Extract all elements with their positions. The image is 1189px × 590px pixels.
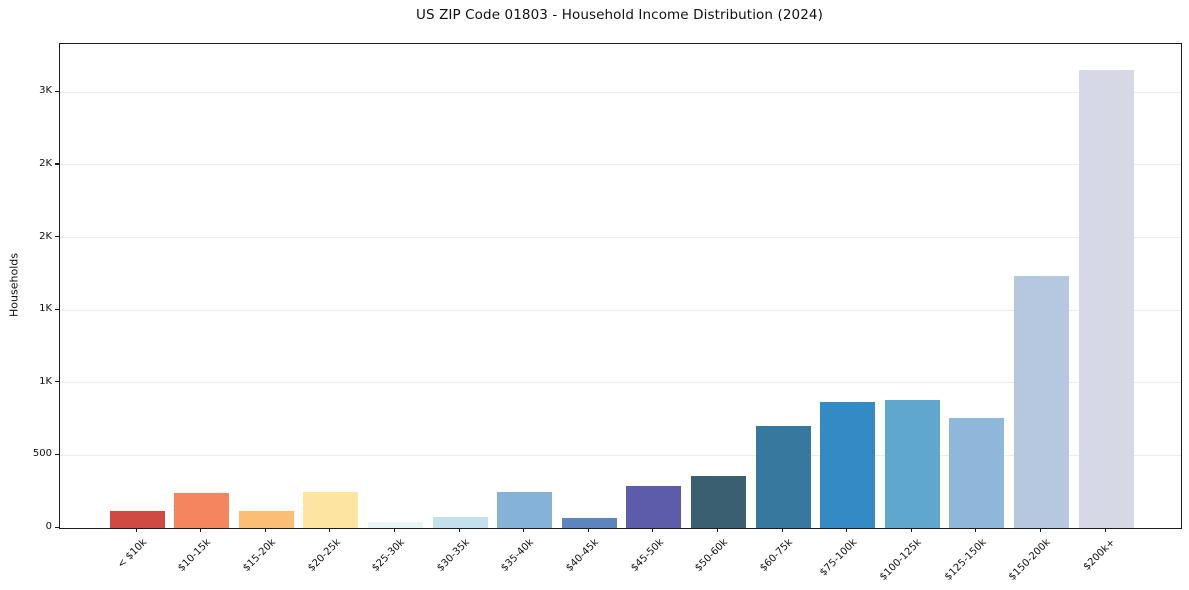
x-tick-label: $200k+ [1081, 537, 1118, 573]
x-tick-mark [264, 528, 266, 532]
x-tick-label: $60-75k [757, 537, 795, 574]
bar-125-150k [949, 418, 1005, 528]
x-tick-label: $125-150k [942, 537, 989, 583]
y-tick-label: 3K [39, 85, 52, 97]
x-tick-mark [1104, 528, 1106, 532]
x-tick-label: $20-25k [305, 537, 343, 574]
x-tick-mark [1039, 528, 1042, 532]
x-tick-mark [716, 528, 719, 532]
bar-20-25k [303, 492, 359, 528]
y-tick-mark [55, 526, 59, 528]
gridline [60, 91, 1181, 93]
bar-10-15k [174, 493, 230, 528]
bar-200k [1078, 69, 1134, 528]
y-tick-mark [55, 236, 59, 238]
x-tick-label: < $10k [115, 537, 149, 571]
bar-45-50k [626, 485, 682, 528]
y-tick-label: 2K [39, 230, 52, 242]
bar-100-125k [884, 400, 940, 528]
y-tick-mark [55, 381, 59, 383]
bar-35-40k [497, 491, 553, 528]
gridline [60, 237, 1181, 239]
y-tick-label: 1K [39, 375, 52, 387]
x-tick-label: $10-15k [176, 537, 214, 574]
y-tick-mark [55, 90, 59, 93]
x-tick-label: $100-125k [878, 537, 924, 583]
y-tick-mark [55, 308, 59, 310]
x-tick-label: $150-200k [1007, 537, 1054, 583]
y-tick-label: 500 [32, 448, 52, 460]
x-tick-label: $30-35k [434, 537, 472, 574]
x-tick-label: $35-40k [499, 537, 537, 574]
x-tick-mark [652, 528, 654, 532]
x-tick-mark [458, 528, 460, 532]
y-tick-mark [55, 163, 59, 165]
bar-150-200k [1013, 275, 1069, 528]
y-tick-label: 1K [39, 303, 52, 315]
x-tick-label: $15-20k [241, 537, 278, 574]
x-tick-label: $40-45k [564, 537, 601, 574]
gridline [60, 454, 1181, 456]
x-tick-mark [135, 528, 137, 532]
y-tick-label: 0 [45, 521, 52, 532]
x-tick-mark [523, 528, 525, 532]
x-tick-mark [910, 528, 912, 532]
bar-15-20k [238, 511, 294, 528]
y-tick-mark [55, 453, 59, 456]
x-tick-mark [200, 528, 202, 532]
x-tick-mark [846, 528, 848, 532]
gridline [60, 382, 1181, 384]
bar-60-75k [755, 425, 811, 528]
y-tick-label: 2K [39, 157, 52, 169]
bar-40-45k [561, 518, 617, 528]
x-tick-mark [587, 528, 589, 532]
gridline [60, 309, 1181, 311]
x-tick-mark [781, 528, 783, 532]
x-tick-mark [329, 528, 331, 532]
x-tick-mark [393, 528, 396, 532]
bar-25-30k [367, 522, 423, 528]
x-tick-label: $25-30k [370, 537, 408, 574]
bar-30-35k [432, 516, 488, 528]
gridline [60, 164, 1181, 166]
x-tick-label: $45-50k [628, 537, 666, 574]
x-tick-mark [975, 528, 977, 532]
chart-title: US ZIP Code 01803 - Household Income Dis… [416, 7, 823, 23]
bar-75-100k [820, 402, 876, 528]
x-tick-label: $75-100k [817, 537, 860, 579]
bar-50-60k [690, 476, 746, 528]
plot-area [59, 43, 1182, 529]
x-tick-label: $50-60k [693, 537, 731, 574]
bar-10k [109, 510, 165, 528]
